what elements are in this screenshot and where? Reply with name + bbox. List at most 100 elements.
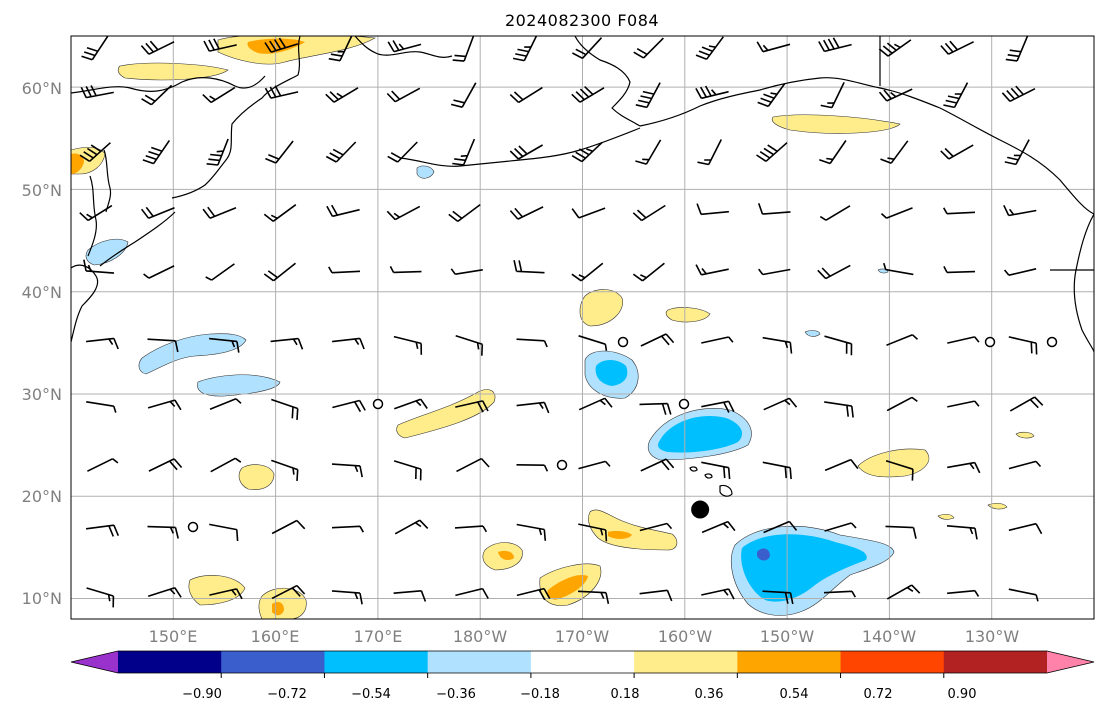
wind-barb — [640, 333, 675, 347]
wind-barb — [142, 139, 171, 165]
wind-barb — [205, 263, 235, 281]
lon-label: 170°W — [555, 627, 610, 646]
wind-barb — [450, 82, 477, 108]
wind-barb — [516, 587, 551, 601]
map-title: 2024082300 F084 — [505, 11, 659, 30]
colorbar-segment — [118, 651, 222, 673]
canada-border — [879, 36, 1094, 271]
wind-barb — [209, 588, 243, 600]
lon-label: 150°E — [149, 627, 198, 646]
colorbar-tick-label: 0.18 — [611, 687, 640, 702]
wind-barb — [85, 524, 120, 537]
wind-barb — [331, 525, 364, 533]
map-frame — [70, 35, 1095, 620]
wind-barb — [209, 523, 239, 542]
lat-label: 60°N — [22, 79, 62, 98]
wind-barb — [455, 400, 489, 413]
wind-barb — [206, 138, 229, 166]
colorbar-tick-label: 0.54 — [780, 687, 809, 702]
wind-barb — [332, 399, 366, 413]
positive-anomaly-region — [1015, 431, 1035, 439]
positive-anomaly-region — [238, 464, 275, 490]
positive-anomaly-region — [188, 575, 246, 606]
colorbar-outline — [70, 650, 1095, 674]
colorbar-tick-label: 0.90 — [948, 687, 977, 702]
wind-barb — [271, 398, 299, 420]
wind-barb — [86, 401, 117, 413]
kamchatka-coastline — [171, 36, 301, 199]
hawaii-islands — [689, 466, 733, 497]
wind-barb — [516, 338, 548, 348]
colorbar-tick-label: −0.54 — [351, 687, 391, 702]
wind-barb — [578, 335, 608, 351]
wind-barb — [512, 36, 538, 62]
latitude-labels: 60°N 50°N 40°N 30°N 20°N 10°N — [22, 79, 62, 608]
wind-barb — [818, 37, 852, 53]
wind-barb — [571, 86, 605, 103]
wind-barb — [756, 142, 788, 162]
chukotka-coastline — [354, 36, 453, 58]
wind-barb — [943, 82, 969, 109]
positive-anomaly-core — [547, 574, 588, 600]
wind-barb — [387, 141, 418, 163]
wind-barb — [455, 334, 484, 356]
wind-barb — [394, 398, 428, 410]
lat-label: 50°N — [22, 181, 62, 200]
wind-barb — [880, 207, 913, 219]
wind-barb — [1005, 36, 1029, 62]
wind-barb — [883, 262, 914, 276]
lat-label: 40°N — [22, 283, 62, 302]
wind-barb — [147, 399, 182, 411]
wind-barb — [81, 36, 109, 61]
wind-barb — [819, 140, 847, 165]
wind-barb — [758, 268, 791, 276]
wind-barb — [880, 140, 909, 164]
calm-wind-circle — [556, 459, 568, 471]
wind-barb — [1004, 139, 1030, 166]
station-marker — [691, 500, 710, 519]
colorbar-segment — [427, 651, 532, 673]
wind-barb — [140, 206, 175, 219]
wind-barb — [701, 400, 735, 413]
wind-barb — [393, 590, 427, 602]
wind-barb — [817, 264, 851, 280]
wind-barb — [264, 85, 299, 99]
wind-barb — [386, 205, 421, 221]
wind-barb — [209, 337, 240, 353]
wind-barb — [209, 398, 242, 410]
alaska-south-coast — [639, 77, 1094, 215]
wind-barb — [147, 338, 179, 353]
wind-barb — [701, 461, 731, 480]
wind-barb — [571, 141, 603, 163]
colorbar-tick-label: −0.18 — [520, 687, 560, 702]
wind-barb — [885, 525, 917, 539]
wind-barb — [635, 139, 662, 165]
wind-barb — [79, 204, 113, 222]
wind-barb — [394, 519, 429, 535]
lon-label: 180°W — [453, 627, 508, 646]
wind-barb — [386, 87, 421, 103]
wind-barb — [633, 37, 664, 59]
calm-wind-circle — [372, 398, 384, 410]
wind-barb — [210, 457, 242, 473]
colorbar-extend-low — [71, 651, 118, 673]
wind-barb — [456, 457, 490, 473]
calm-wind-circle — [1046, 336, 1058, 348]
wind-barb — [264, 37, 299, 53]
wind-barb — [757, 203, 791, 215]
wind-barb — [947, 589, 980, 597]
wind-barb — [824, 522, 857, 532]
negative-anomaly-core — [741, 534, 867, 602]
wind-barb — [452, 138, 476, 166]
colorbar-tick-label: 0.36 — [695, 687, 724, 702]
positive-anomaly-core — [272, 602, 284, 616]
wind-barb — [1001, 85, 1036, 103]
positive-anomaly-core — [71, 153, 84, 174]
wind-barb — [943, 266, 976, 274]
negative-anomaly-minimum — [757, 548, 770, 561]
colorbar-segment — [221, 651, 325, 673]
wind-barb — [509, 206, 544, 220]
positive-anomaly-core — [247, 38, 305, 54]
wind-barb — [331, 463, 363, 478]
